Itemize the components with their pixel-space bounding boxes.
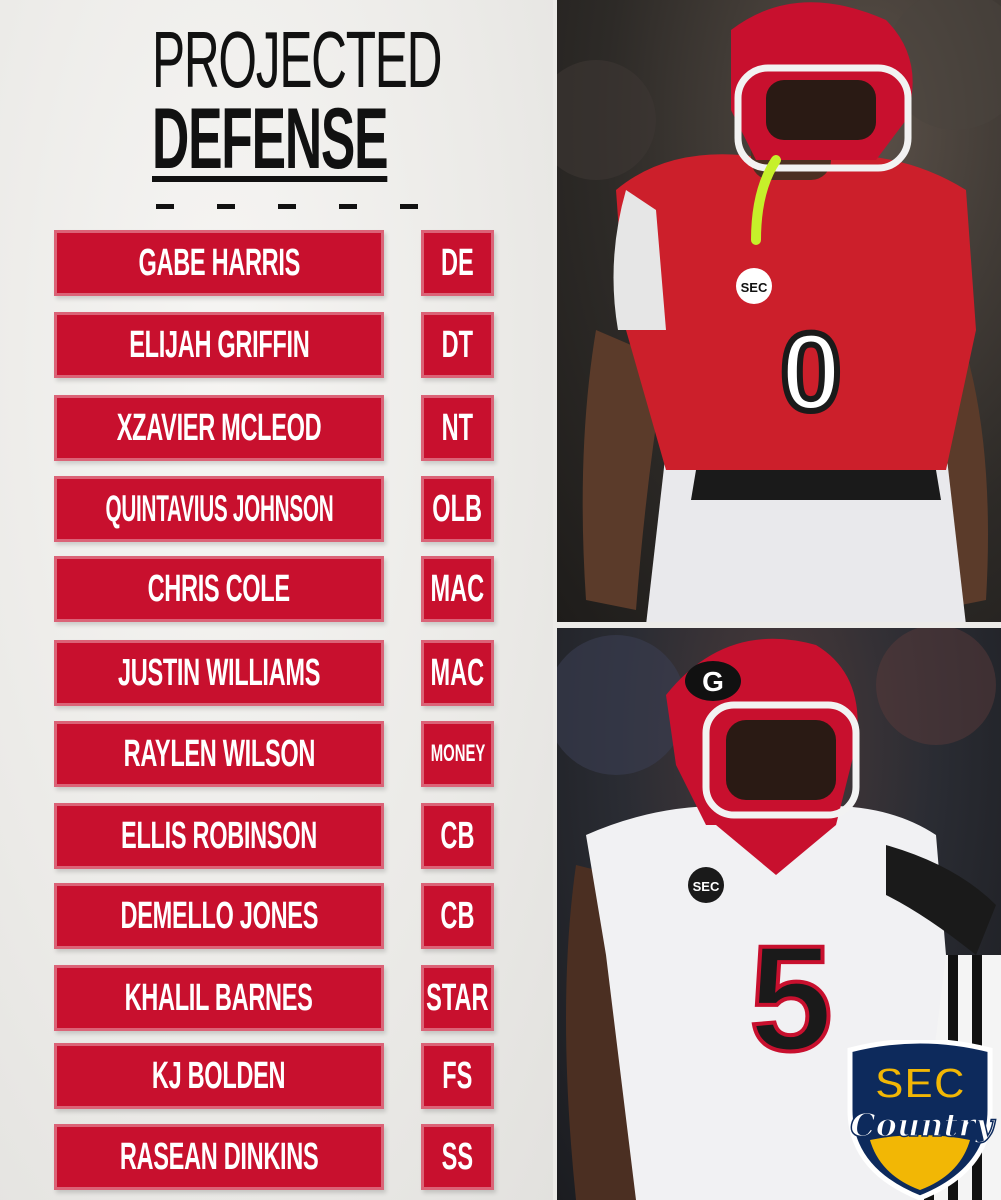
face-shape — [766, 80, 876, 140]
shield-icon: SEC Country — [847, 1038, 997, 1200]
player-position: NT — [441, 406, 474, 449]
dash — [156, 204, 174, 209]
player-position: MAC — [430, 651, 485, 694]
collar-shape — [716, 825, 836, 875]
arm-sleeve-shape — [886, 845, 996, 955]
player-name-bar: KHALIL BARNES — [54, 965, 384, 1031]
shoulder-pad-shape — [613, 190, 666, 330]
player-name: XZAVIER MCLEOD — [116, 406, 322, 449]
roster-list: GABE HARRIS DE ELIJAH GRIFFIN DT XZAVIER… — [54, 230, 494, 1190]
roster-row: KHALIL BARNES STAR — [54, 965, 494, 1031]
helmet-logo-icon — [685, 661, 741, 701]
roster-row: KJ BOLDEN FS — [54, 1043, 494, 1109]
player-name: CHRIS COLE — [147, 567, 291, 610]
player-name-bar: JUSTIN WILLIAMS — [54, 640, 384, 706]
player-position-bar: DT — [421, 312, 494, 378]
face-shape — [726, 720, 836, 800]
logo-text-country: Country — [850, 1106, 996, 1144]
roster-row: JUSTIN WILLIAMS MAC — [54, 640, 494, 706]
player-photo-top-illustration: 0 SEC — [556, 0, 1001, 625]
belt-shape — [691, 470, 941, 500]
sec-country-logo: SEC Country — [840, 1038, 1000, 1200]
player-name-bar: RASEAN DINKINS — [54, 1124, 384, 1190]
sec-patch-icon — [688, 867, 724, 903]
player-position-bar: MAC — [421, 556, 494, 622]
page-title: PROJECTED DEFENSE — [152, 20, 442, 183]
photo-divider — [556, 622, 1001, 628]
roster-row: RAYLEN WILSON MONEY — [54, 721, 494, 787]
helmet-logo-letter: G — [702, 666, 724, 697]
player-name: ELLIS ROBINSON — [121, 814, 317, 857]
player-name: GABE HARRIS — [138, 241, 300, 284]
roster-row: ELLIS ROBINSON CB — [54, 803, 494, 869]
player-position-bar: CB — [421, 883, 494, 949]
player-position-bar: OLB — [421, 476, 494, 542]
player-position: STAR — [426, 976, 489, 1019]
sec-patch-icon — [736, 268, 772, 304]
player-name: JUSTIN WILLIAMS — [117, 651, 321, 694]
player-name: QUINTAVIUS JOHNSON — [105, 488, 333, 529]
player-name-bar: QUINTAVIUS JOHNSON — [54, 476, 384, 542]
roster-row: CHRIS COLE MAC — [54, 556, 494, 622]
logo-text-sec: SEC — [875, 1059, 965, 1108]
player-name-bar: XZAVIER MCLEOD — [54, 395, 384, 461]
player-position: SS — [441, 1135, 474, 1178]
player-position-bar: DE — [421, 230, 494, 296]
jersey-number-bottom: 5 — [749, 914, 832, 1082]
player-position: DT — [441, 323, 474, 366]
player-name: RASEAN DINKINS — [119, 1135, 319, 1178]
player-name: RAYLEN WILSON — [123, 732, 315, 775]
roster-row: GABE HARRIS DE — [54, 230, 494, 296]
mouthguard-icon — [751, 155, 781, 245]
dash — [400, 204, 418, 209]
roster-row: XZAVIER MCLEOD NT — [54, 395, 494, 461]
roster-row: ELIJAH GRIFFIN DT — [54, 312, 494, 378]
player-name: DEMELLO JONES — [120, 894, 318, 937]
player-position: MAC — [430, 567, 485, 610]
player-name-bar: ELIJAH GRIFFIN — [54, 312, 384, 378]
player-name-bar: DEMELLO JONES — [54, 883, 384, 949]
player-position-bar: MONEY — [421, 721, 494, 787]
player-position-bar: FS — [421, 1043, 494, 1109]
jersey-number-top: 0 — [780, 311, 841, 434]
player-position: MONEY — [430, 740, 485, 767]
face-mask-icon — [734, 64, 912, 172]
roster-row: RASEAN DINKINS SS — [54, 1124, 494, 1190]
player-position-bar: CB — [421, 803, 494, 869]
dash — [278, 204, 296, 209]
roster-row: DEMELLO JONES CB — [54, 883, 494, 949]
dash — [339, 204, 357, 209]
player-position: CB — [440, 894, 475, 937]
dash — [217, 204, 235, 209]
player-name: ELIJAH GRIFFIN — [128, 323, 310, 366]
player-name-bar: CHRIS COLE — [54, 556, 384, 622]
arm-left-shape — [582, 330, 666, 610]
player-name-bar: ELLIS ROBINSON — [54, 803, 384, 869]
title-underline-dashes — [156, 204, 418, 210]
player-photo-top: 0 SEC — [556, 0, 1001, 625]
player-position: FS — [442, 1054, 473, 1097]
sec-patch-text: SEC — [741, 280, 768, 295]
player-name-bar: RAYLEN WILSON — [54, 721, 384, 787]
player-position-bar: MAC — [421, 640, 494, 706]
sec-patch-text: SEC — [693, 879, 720, 894]
jersey-shape — [616, 154, 976, 470]
player-name: KHALIL BARNES — [125, 976, 313, 1019]
player-position-bar: SS — [421, 1124, 494, 1190]
player-name-bar: KJ BOLDEN — [54, 1043, 384, 1109]
vertical-divider — [553, 0, 557, 1200]
player-name: KJ BOLDEN — [152, 1054, 286, 1097]
roster-row: QUINTAVIUS JOHNSON OLB — [54, 476, 494, 542]
face-mask-icon — [702, 701, 860, 819]
player-name-bar: GABE HARRIS — [54, 230, 384, 296]
player-position: OLB — [432, 487, 483, 530]
player-position-bar: STAR — [421, 965, 494, 1031]
player-position: DE — [441, 241, 474, 284]
player-position-bar: NT — [421, 395, 494, 461]
player-position: CB — [440, 814, 475, 857]
